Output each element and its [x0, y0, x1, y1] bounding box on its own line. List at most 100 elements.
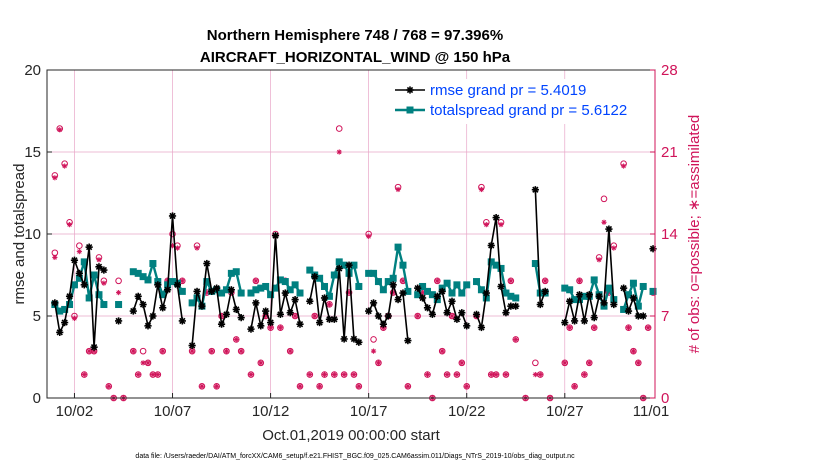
obs-assimilated-marker	[356, 383, 362, 389]
rmse-point	[149, 312, 157, 320]
obs-assimilated-marker	[130, 348, 136, 354]
obs-assimilated-marker	[586, 360, 592, 366]
obs-assimilated-marker	[537, 371, 543, 378]
obs-assimilated-marker	[115, 289, 122, 296]
rmse-point	[51, 299, 59, 307]
obs-possible-marker	[129, 347, 137, 355]
spread-point	[512, 294, 520, 302]
spread-point	[115, 301, 123, 309]
obs-assimilated-marker	[150, 371, 156, 378]
y-left-tick-label: 5	[33, 308, 41, 325]
obs-assimilated-marker	[366, 233, 372, 239]
obs-possible-marker	[424, 371, 431, 378]
obs-possible-marker	[463, 382, 471, 390]
obs-assimilated-marker	[145, 360, 151, 366]
obs-possible-marker	[80, 371, 88, 378]
obs-assimilated-marker	[459, 360, 465, 366]
rmse-point	[291, 296, 299, 304]
obs-assimilated-marker	[155, 371, 161, 378]
obs-possible-marker	[571, 382, 578, 390]
rmse-point	[129, 307, 137, 315]
rmse-point	[428, 310, 436, 318]
obs-possible-marker	[311, 312, 319, 320]
rmse-point	[276, 310, 284, 318]
y-left-tick-label: 10	[24, 226, 41, 243]
rmse-point	[65, 292, 74, 300]
x-tick-label: 10/02	[56, 403, 94, 420]
obs-possible-marker	[644, 324, 652, 332]
rmse-point	[237, 314, 245, 322]
rmse-point	[306, 297, 314, 305]
rmse-point	[605, 225, 613, 233]
spread-point	[639, 282, 647, 290]
series-lines	[51, 186, 657, 351]
rmse-point	[257, 322, 265, 330]
obs-assimilated-marker	[532, 371, 538, 378]
obs-assimilated-marker	[292, 313, 298, 319]
obs-possible-marker	[139, 347, 147, 355]
obs-assimilated-marker	[52, 175, 58, 181]
rmse-point	[570, 317, 579, 325]
legend-spread-marker	[406, 106, 414, 114]
chart-title-line-2: AIRCRAFT_HORIZONTAL_WIND @ 150 hPa	[200, 49, 511, 66]
obs-possible-marker	[404, 382, 412, 390]
y-axis-right-label: # of obs: o=possible; ∗=assimilated	[686, 115, 703, 354]
obs-assimilated-marker	[81, 371, 87, 378]
obs-assimilated-marker	[405, 383, 411, 389]
obs-assimilated-marker	[277, 325, 283, 331]
x-tick-label: 10/22	[448, 403, 486, 420]
obs-assimilated-marker	[571, 383, 578, 389]
obs-assimilated-marker	[297, 383, 303, 389]
obs-assimilated-marker	[449, 313, 455, 319]
rmse-point	[590, 314, 598, 322]
legend: rmse grand pr = 5.4019 totalspread grand…	[393, 79, 650, 124]
spread-point	[389, 274, 397, 282]
rmse-point	[477, 323, 486, 332]
obs-assimilated-marker	[140, 360, 146, 366]
y-left-tick-label: 15	[24, 144, 41, 161]
obs-assimilated-marker	[498, 222, 504, 228]
rmse-point	[531, 186, 539, 194]
x-tick-label: 10/12	[252, 403, 290, 420]
x-tick-label: 10/07	[154, 403, 192, 420]
obs-assimilated-marker	[336, 149, 342, 155]
spread-point	[232, 268, 240, 276]
rmse-point	[296, 320, 304, 328]
obs-possible-marker	[625, 324, 632, 332]
rmse-point	[320, 294, 329, 302]
obs-possible-marker	[247, 371, 255, 378]
obs-possible-marker	[433, 277, 441, 285]
rmse-point	[227, 286, 235, 294]
y-right-tick-label: 21	[661, 144, 678, 161]
rmse-point	[85, 243, 93, 251]
chart-title-line-1: Northern Hemisphere 748 / 768 = 97.396%	[207, 27, 503, 44]
obs-assimilated-marker	[326, 301, 333, 307]
spread-point	[629, 279, 637, 287]
spread-point	[262, 282, 270, 290]
obs-possible-marker	[198, 382, 206, 390]
rmse-point	[443, 309, 451, 317]
obs-assimilated-marker	[179, 278, 185, 284]
spread-point	[625, 291, 633, 299]
obs-assimilated-marker	[341, 371, 347, 378]
obs-assimilated-marker	[567, 325, 573, 331]
spread-point	[321, 282, 329, 290]
rmse-point	[154, 281, 162, 289]
rmse-point	[56, 328, 64, 336]
spread-point	[394, 243, 402, 251]
rmse-point	[203, 259, 211, 268]
rmse-point	[561, 318, 569, 327]
obs-possible-marker	[159, 347, 167, 355]
rmse-point	[75, 269, 83, 277]
spread-point	[330, 271, 338, 279]
rmse-point	[330, 315, 338, 323]
legend-box	[393, 79, 650, 124]
obs-assimilated-marker	[542, 278, 548, 284]
rmse-point	[629, 294, 638, 302]
rmse-point	[472, 310, 481, 318]
rmse-point	[198, 302, 206, 310]
rmse-point	[80, 281, 88, 289]
obs-assimilated-marker	[581, 371, 587, 378]
rmse-point	[232, 305, 240, 314]
rmse-point	[463, 322, 471, 330]
